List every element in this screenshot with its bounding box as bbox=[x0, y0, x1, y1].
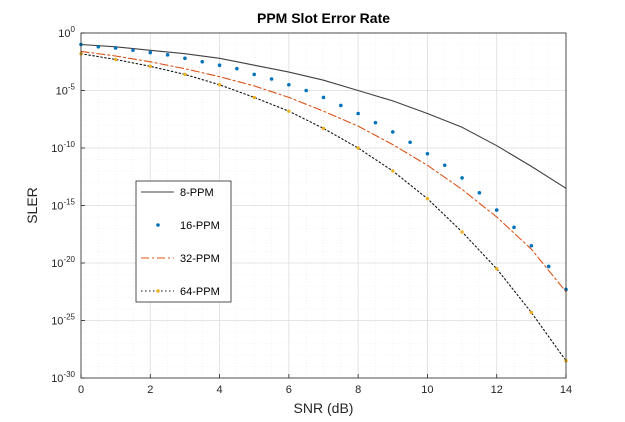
series-64-ppm-marker bbox=[460, 230, 464, 234]
series-16-ppm-point bbox=[252, 72, 257, 77]
series-64-ppm-marker bbox=[252, 95, 256, 100]
series-8-ppm-line bbox=[80, 43, 567, 189]
x-axis-label: SNR (dB) bbox=[294, 400, 354, 416]
x-tick-label: 14 bbox=[560, 384, 572, 396]
x-tick-label: 6 bbox=[286, 384, 292, 396]
legend-swatch-16-ppm bbox=[156, 223, 160, 227]
series-64-ppm-marker bbox=[183, 72, 187, 77]
y-tick-label: 10-10 bbox=[51, 140, 75, 155]
series-16-ppm-point bbox=[546, 264, 551, 269]
legend-box bbox=[135, 180, 232, 303]
chart-title: PPM Slot Error Rate bbox=[257, 10, 390, 26]
x-tick-label: 8 bbox=[355, 384, 361, 396]
series-16-ppm-point bbox=[529, 243, 534, 248]
series-64-ppm-marker bbox=[113, 57, 118, 62]
legend-label-16-ppm: 16-PPM bbox=[180, 220, 220, 232]
series-16-ppm-point bbox=[356, 111, 360, 116]
series-16-ppm-point bbox=[373, 120, 378, 125]
series-64-ppm-marker bbox=[529, 310, 534, 315]
y-tick-label: 100 bbox=[58, 25, 75, 40]
series-16-ppm-point bbox=[321, 95, 326, 100]
series-16-ppm-point bbox=[408, 140, 412, 145]
series-16-ppm-point bbox=[96, 45, 101, 49]
series-16-ppm-point bbox=[460, 176, 464, 180]
series-16-ppm-point bbox=[477, 191, 482, 195]
series-16-ppm-point bbox=[113, 46, 118, 50]
series-16-ppm-point bbox=[165, 53, 170, 57]
x-tick-label: 2 bbox=[147, 384, 153, 396]
series-64-ppm-marker bbox=[425, 196, 430, 201]
legend-marker-64-ppm bbox=[156, 289, 160, 293]
series-16-ppm-point bbox=[200, 59, 205, 64]
series-16-ppm-point bbox=[442, 163, 447, 168]
y-tick-label: 10-5 bbox=[56, 83, 76, 98]
y-tick-label: 10-30 bbox=[51, 370, 75, 385]
series-16-ppm-point bbox=[269, 77, 274, 81]
series-16-ppm-point bbox=[390, 130, 395, 134]
series-group bbox=[79, 42, 568, 363]
series-16-ppm-point bbox=[494, 208, 499, 212]
series-64-ppm-marker bbox=[217, 83, 222, 87]
series-64-ppm-marker bbox=[287, 109, 291, 113]
x-tick-label: 10 bbox=[421, 384, 433, 396]
series-16-ppm-point bbox=[425, 151, 430, 156]
series-16-ppm-point bbox=[217, 63, 222, 67]
series-32-ppm-line bbox=[80, 50, 567, 293]
x-tick-label: 0 bbox=[78, 384, 84, 396]
series-16-ppm-point bbox=[148, 50, 153, 55]
legend-label-32-ppm: 32-PPM bbox=[180, 253, 220, 265]
y-tick-label: 10-20 bbox=[51, 255, 75, 270]
y-axis-label: SLER bbox=[24, 187, 40, 224]
x-tick-label: 12 bbox=[491, 384, 503, 396]
legend: 8-PPM 16-PPM 32-PPM 64-PPM bbox=[135, 180, 232, 303]
series-64-ppm-marker bbox=[495, 267, 499, 271]
series-64-ppm-marker bbox=[391, 169, 395, 173]
series-16-ppm-point bbox=[339, 103, 343, 108]
series-64-ppm-marker bbox=[356, 146, 360, 150]
series-16-ppm-point bbox=[304, 88, 308, 93]
y-tick-label: 10-25 bbox=[51, 313, 75, 328]
series-64-ppm-marker bbox=[148, 64, 152, 69]
series-16-ppm-point bbox=[235, 66, 239, 71]
series-16-ppm-point bbox=[512, 225, 516, 230]
series-16-ppm-point bbox=[183, 56, 187, 61]
axis-ticks: 0 2 4 6 8 10 12 14 100 10-5 10-10 10-15 10-20 10-25 10… bbox=[51, 25, 572, 396]
y-tick-label: 10-15 bbox=[51, 198, 75, 213]
x-tick-label: 4 bbox=[217, 384, 223, 396]
legend-label-8-ppm: 8-PPM bbox=[180, 187, 214, 199]
legend-label-64-ppm: 64-PPM bbox=[180, 286, 220, 298]
series-64-ppm-marker bbox=[321, 126, 326, 131]
series-16-ppm-point bbox=[287, 82, 291, 87]
series-16-ppm-point bbox=[131, 48, 135, 53]
